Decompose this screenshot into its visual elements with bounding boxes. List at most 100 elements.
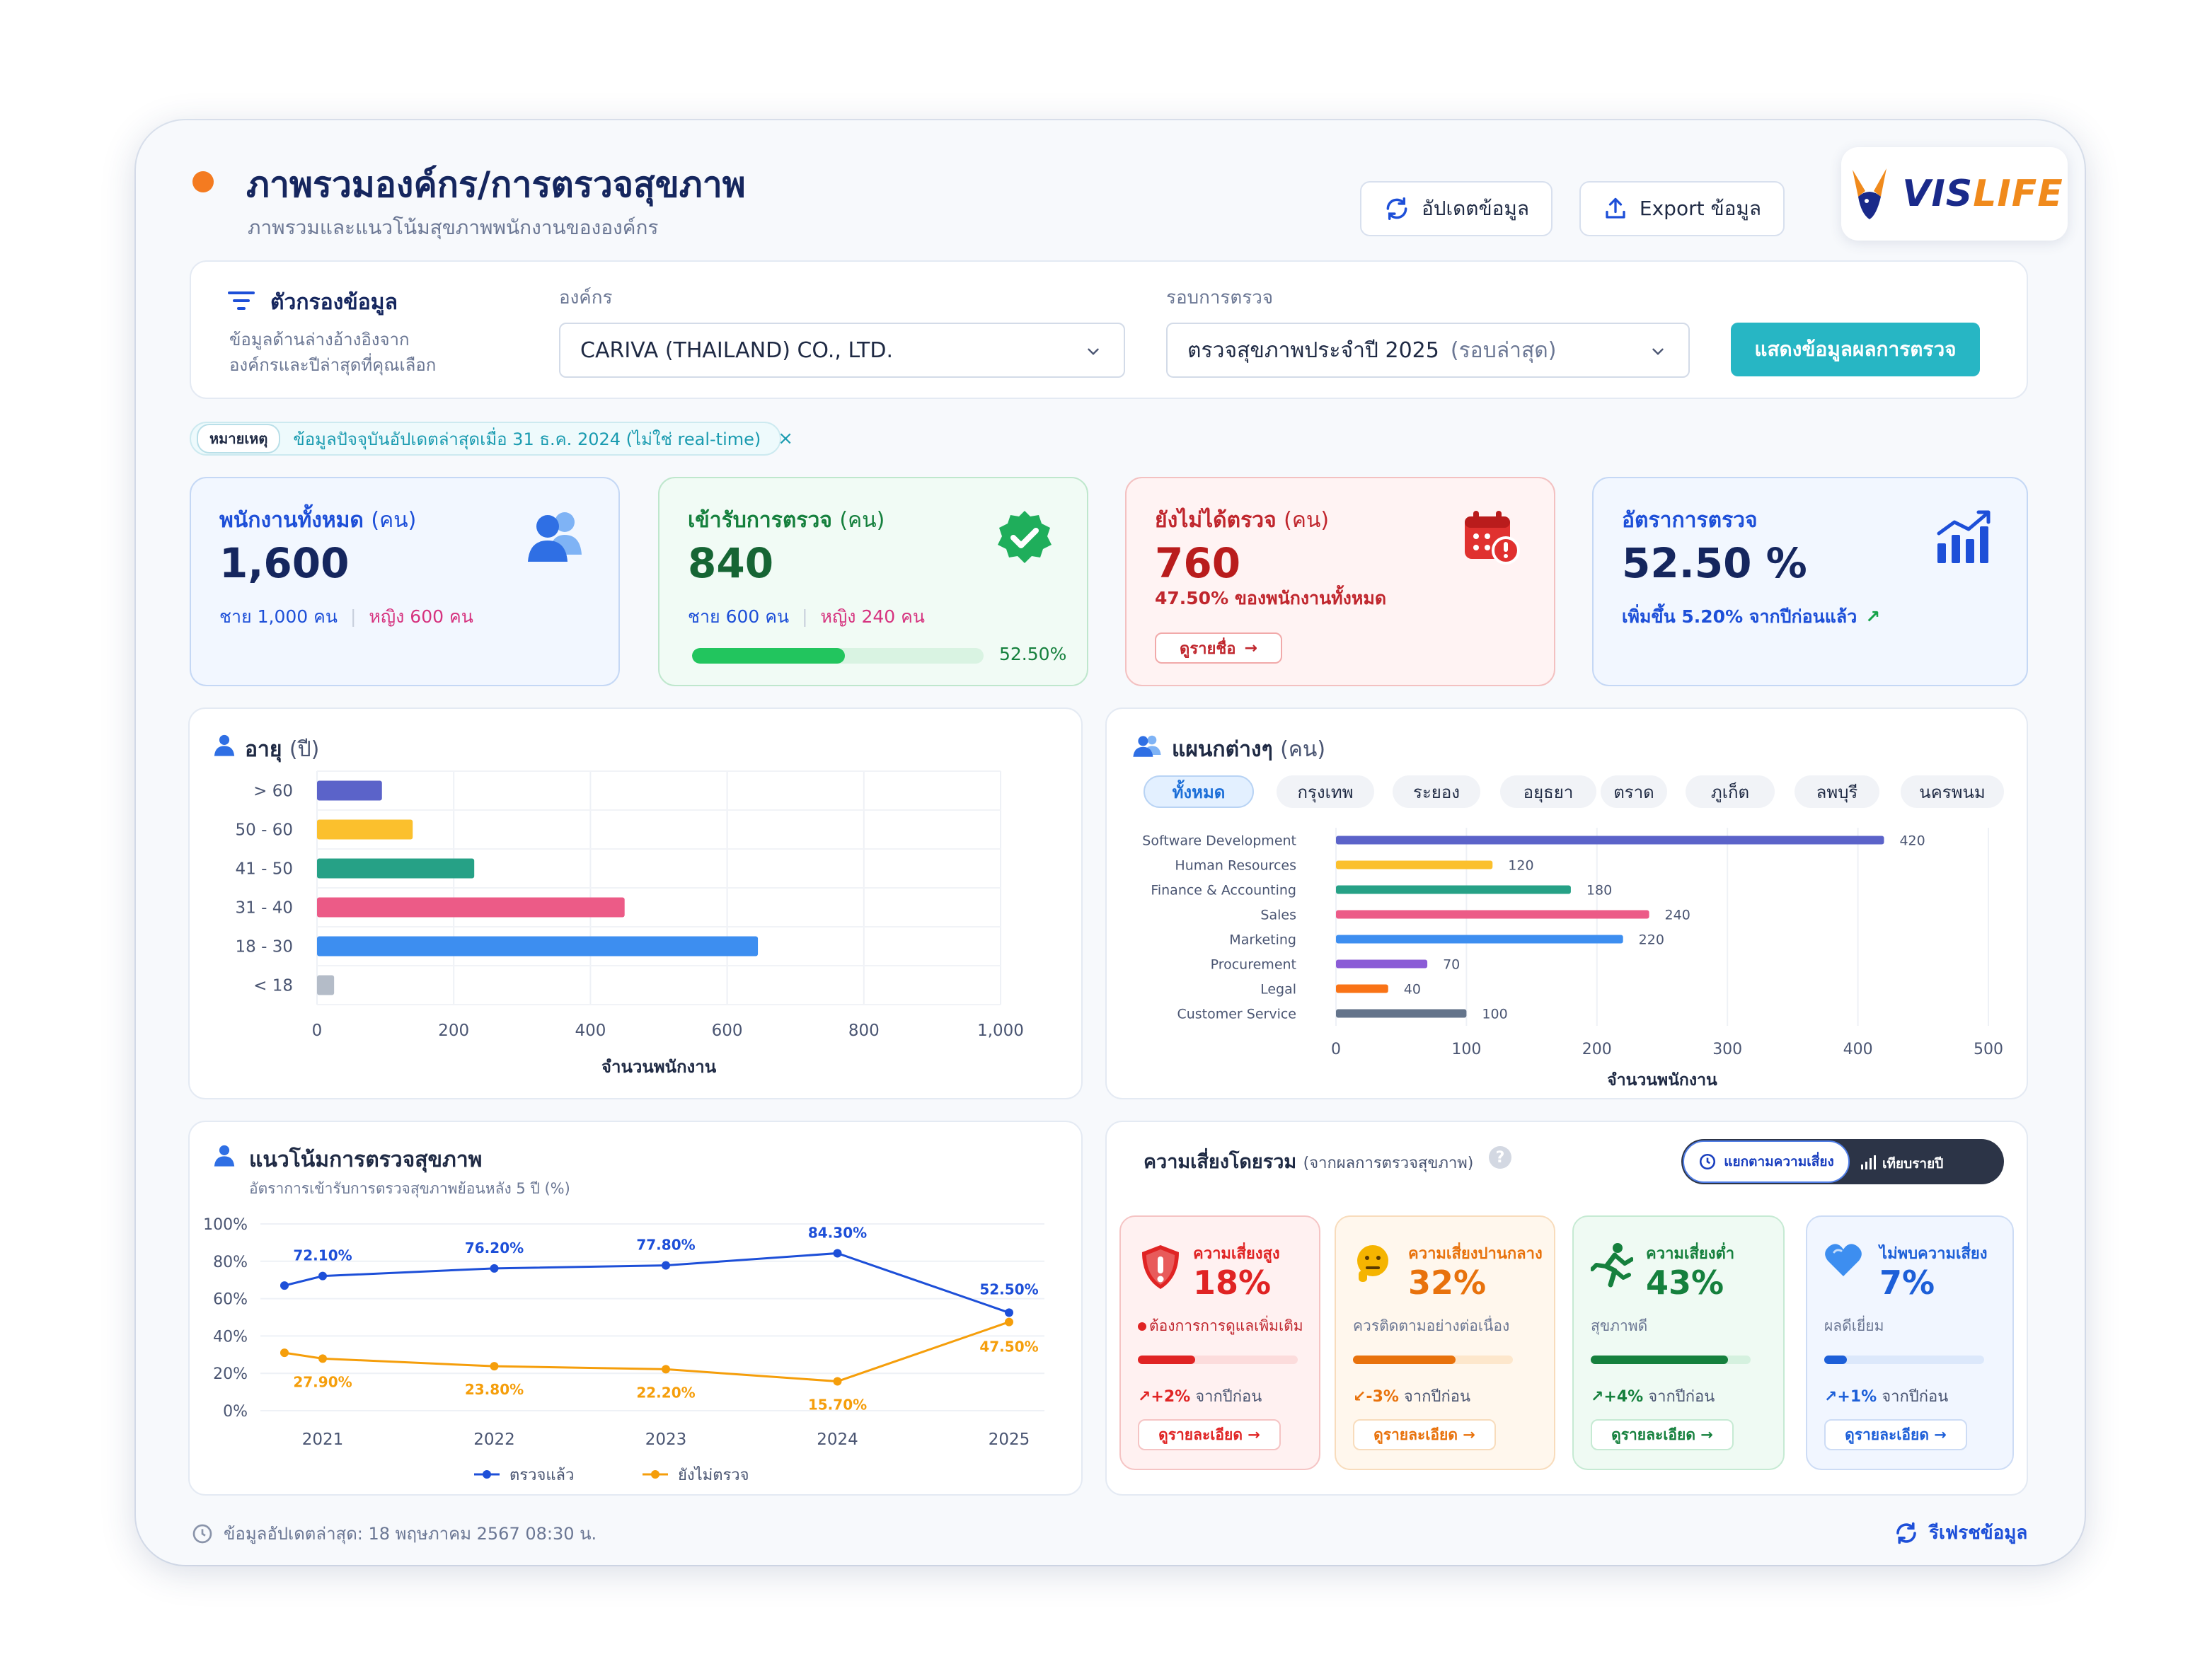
- bar: [317, 819, 413, 840]
- risk-change: ↗+2% จากปีก่อน: [1138, 1388, 1262, 1406]
- data-point: [490, 1264, 499, 1273]
- data-label: 52.50%: [979, 1281, 1038, 1298]
- view-list-button[interactable]: ดูรายชื่อ →: [1155, 632, 1282, 664]
- upload-icon: [1606, 197, 1625, 219]
- tab-department[interactable]: ระยอง: [1393, 775, 1480, 808]
- kpi-rate-change: เพิ่มขึ้น 5.20% จากปีก่อนแล้ว ↗: [1622, 606, 1881, 627]
- kpi-gender-split: ชาย 1,000 คน | หญิง 600 คน: [219, 606, 473, 627]
- kpi-gender-split: ชาย 600 คน | หญิง 240 คน: [688, 606, 925, 627]
- y-tick-label: 60%: [213, 1291, 248, 1309]
- risk-level-bar: [1824, 1356, 1984, 1364]
- page-title: ภาพรวมองค์กร/การตรวจสุขภาพ: [246, 164, 746, 205]
- risk-value: 18%: [1193, 1264, 1272, 1302]
- data-label: 220: [1639, 932, 1664, 948]
- bar: [1336, 1009, 1467, 1018]
- note-text: ข้อมูลปัจจุบันอัปเดตล่าสุดเมื่อ 31 ธ.ค. …: [293, 429, 761, 449]
- risk-change: ↗+4% จากปีก่อน: [1591, 1388, 1715, 1406]
- user-icon: [214, 1145, 235, 1167]
- close-icon[interactable]: ×: [778, 428, 794, 449]
- kpi-value: 1,600: [219, 539, 350, 587]
- bar: [317, 975, 335, 995]
- refresh-data-button[interactable]: รีเฟรชข้อมูล: [1894, 1518, 2027, 1547]
- kpi-unchecked-share: 47.50% ของพนักงานทั้งหมด: [1155, 588, 1387, 608]
- tab-department[interactable]: ตราด: [1601, 775, 1667, 808]
- department-panel-title: แผนกต่างๆ (คน): [1172, 737, 1326, 762]
- data-label: 22.20%: [636, 1384, 695, 1401]
- help-icon[interactable]: ?: [1489, 1146, 1511, 1169]
- trend-panel-subtitle: อัตราการเข้ารับการตรวจสุขภาพย้อนหลัง 5 ป…: [249, 1180, 570, 1197]
- risk-label: ความเสี่ยงต่ำ: [1646, 1245, 1735, 1263]
- kpi-title: อัตราการตรวจ: [1622, 508, 1758, 533]
- x-tick-label: 2022: [473, 1431, 515, 1449]
- risk-card: ความเสี่ยงสูง 18% ต้องการการดูแลเพิ่มเติม ↗…: [1119, 1215, 1320, 1470]
- toggle-by-risk[interactable]: แยกตามความเสี่ยง: [1683, 1140, 1850, 1183]
- y-tick-label: 18 - 30: [236, 938, 293, 957]
- x-tick-label: 2025: [989, 1431, 1030, 1449]
- kpi-check-rate: อัตราการตรวจ 52.50 % เพิ่มขึ้น 5.20% จาก…: [1592, 477, 2028, 686]
- tab-department[interactable]: ภูเก็ต: [1686, 775, 1775, 808]
- y-tick-label: < 18: [253, 977, 293, 995]
- data-point: [662, 1365, 670, 1374]
- age-bar-chart: 0 200 400 600 800 1,000 > 60 50 - 60 41 - 50 31 -…: [236, 770, 1024, 1077]
- kpi-total-employees: พนักงานทั้งหมด (คน) 1,600 ชาย 1,000 คน | ห…: [190, 477, 620, 686]
- tab-department[interactable]: ลพบุรี: [1795, 775, 1879, 808]
- export-data-button[interactable]: Export ข้อมูล: [1579, 181, 1785, 236]
- alert-dot-icon: [1138, 1322, 1146, 1331]
- filter-title: ตัวกรองข้อมูล: [270, 290, 398, 315]
- department-bar-chart: 0 100 200 300 400 500 Software Development 420 H…: [1142, 828, 2003, 1090]
- bar: [1336, 935, 1623, 944]
- clock-icon: [1700, 1153, 1716, 1170]
- user-icon: [214, 734, 235, 756]
- clock-icon: [192, 1524, 212, 1543]
- risk-level-bar: [1138, 1356, 1298, 1364]
- toggle-by-year[interactable]: เทียบรายปี: [1882, 1156, 1944, 1172]
- chevron-down-icon: [1652, 348, 1664, 355]
- round-select[interactable]: ตรวจสุขภาพประจำปี 2025 (รอบล่าสุด): [1166, 323, 1690, 378]
- x-tick-label: 2023: [645, 1431, 687, 1449]
- risk-value: 43%: [1646, 1264, 1724, 1302]
- logo-text: VISLIFE: [1902, 173, 2063, 215]
- filter-icon: [228, 291, 255, 310]
- round-select-suffix: (รอบล่าสุด): [1450, 337, 1557, 363]
- legend-label: ตรวจแล้ว: [509, 1467, 574, 1484]
- risk-label: ความเสี่ยงสูง: [1193, 1245, 1280, 1263]
- data-point: [833, 1249, 842, 1258]
- risk-details-button[interactable]: ดูรายละเอียด →: [1824, 1419, 1967, 1450]
- risk-details-button[interactable]: ดูรายละเอียด →: [1353, 1419, 1496, 1450]
- bar: [1336, 860, 1493, 869]
- risk-level-fill: [1824, 1356, 1847, 1364]
- data-label: 420: [1899, 833, 1925, 849]
- y-tick-label: 40%: [213, 1328, 248, 1346]
- tab-department[interactable]: อยุธยา: [1500, 775, 1596, 808]
- risk-label: ไม่พบความเสี่ยง: [1879, 1245, 1988, 1263]
- risk-label: ความเสี่ยงปานกลาง: [1408, 1245, 1543, 1263]
- series-line: [284, 1252, 1010, 1314]
- data-label: 84.30%: [808, 1224, 867, 1241]
- risk-details-button[interactable]: ดูรายละเอียด →: [1591, 1419, 1734, 1450]
- bar-chart-icon: [1861, 1155, 1876, 1169]
- note-tag: หมายเหตุ: [197, 424, 281, 453]
- y-tick-label: > 60: [253, 782, 293, 801]
- show-results-button[interactable]: แสดงข้อมูลผลการตรวจ: [1731, 323, 1980, 376]
- bar: [317, 858, 475, 879]
- y-tick-label: Human Resources: [1175, 858, 1296, 874]
- logo-mark-icon: [1853, 168, 1887, 219]
- update-data-button[interactable]: อัปเดตข้อมูล: [1360, 181, 1553, 236]
- users-icon: [528, 512, 582, 562]
- status-dot: [192, 171, 214, 192]
- risk-change: ↗+1% จากปีก่อน: [1824, 1388, 1949, 1406]
- tab-department[interactable]: กรุงเทพ: [1277, 775, 1374, 808]
- org-select[interactable]: CARIVA (THAILAND) CO., LTD.: [559, 323, 1125, 378]
- x-tick-label: 1,000: [977, 1022, 1024, 1040]
- x-tick-label: 0: [1331, 1041, 1341, 1058]
- data-label: 240: [1665, 908, 1690, 923]
- update-data-label: อัปเดตข้อมูล: [1421, 197, 1530, 220]
- risk-details-button[interactable]: ดูรายละเอียด →: [1138, 1419, 1281, 1450]
- verified-check-icon: [998, 511, 1052, 563]
- tab-department[interactable]: ทั้งหมด: [1144, 775, 1254, 808]
- data-label: 180: [1586, 883, 1612, 898]
- x-axis-label: จำนวนพนักงาน: [601, 1057, 717, 1077]
- page-subtitle: ภาพรวมและแนวโน้มสุขภาพพนักงานขององค์กร: [248, 216, 659, 239]
- risk-level-fill: [1353, 1356, 1456, 1364]
- tab-department[interactable]: นครพนม: [1901, 775, 2004, 808]
